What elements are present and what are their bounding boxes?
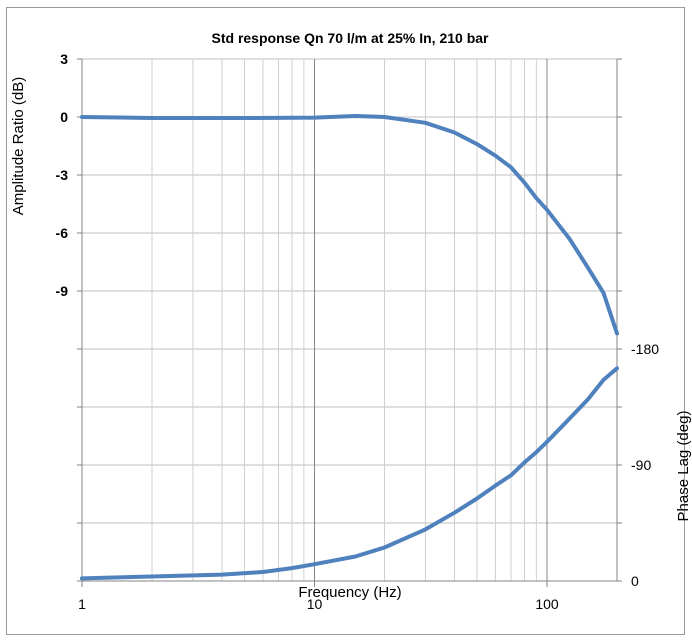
y-right-tick-label: -90 <box>631 457 651 473</box>
y-left-tick-label: -6 <box>56 225 69 241</box>
x-tick-label: 100 <box>535 596 559 612</box>
chart-frame <box>6 7 685 635</box>
series <box>80 114 619 581</box>
x-tick-label: 10 <box>307 596 323 612</box>
y-left-tick-label: -3 <box>56 167 69 183</box>
y-left-tick-label: 0 <box>60 109 68 125</box>
y-right-axis-label: Phase Lag (deg) <box>675 411 692 522</box>
x-tick-label: 1 <box>78 596 86 612</box>
y-right-tick-label: -180 <box>631 341 659 357</box>
amplitude-ratio-line <box>80 114 619 336</box>
y-right-tick-label: 0 <box>631 573 639 589</box>
x-axis-label: Frequency (Hz) <box>298 584 401 601</box>
y-left-tick-label: 3 <box>60 51 68 67</box>
y-left-tick-label: -9 <box>56 283 69 299</box>
tick-labels: 3 0 -3 -6 -9 -180 -90 0 1 10 100 <box>56 51 660 612</box>
y-left-axis-label: Amplitude Ratio (dB) <box>10 77 27 215</box>
grid <box>81 58 618 582</box>
axes <box>77 58 622 587</box>
phase-lag-line <box>80 366 619 581</box>
chart-title: Std response Qn 70 l/m at 25% In, 210 ba… <box>212 30 490 46</box>
